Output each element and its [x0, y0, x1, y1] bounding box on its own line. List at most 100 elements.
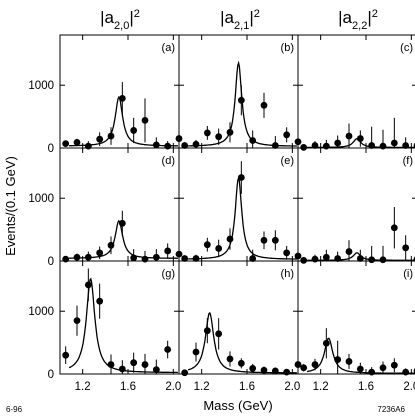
data-point: [322, 253, 330, 261]
panel-frame: [297, 147, 415, 262]
column-title-2: |a2,1|2: [220, 8, 260, 32]
y-tick-label: 1000: [28, 193, 54, 205]
title-superscript: 2: [134, 8, 140, 20]
panel-frame: [297, 260, 415, 375]
x-tick-label: 2.0: [403, 381, 415, 393]
data-point: [215, 245, 223, 252]
column-title-1: |a2,0|2: [100, 8, 140, 32]
y-axis-label: Events/(0.1 GeV): [3, 156, 18, 256]
panel-label: (g): [162, 268, 175, 280]
x-tick-label: 1.2: [313, 381, 329, 393]
panel-label: (a): [162, 42, 175, 54]
data-point: [107, 132, 115, 140]
data-point: [390, 361, 398, 369]
panel-i: (i) 1.2 1.6 2.0: [297, 260, 415, 393]
x-tick-label: 1.6: [120, 381, 136, 393]
data-point: [215, 133, 223, 141]
data-point: [181, 142, 189, 149]
panel-h: (h) 1.2 1.6 2.0: [178, 260, 302, 393]
data-point: [181, 369, 189, 377]
data-point: [215, 330, 223, 338]
data-point: [237, 96, 245, 104]
y-tick-label: 0: [48, 369, 54, 381]
data-point: [118, 95, 126, 102]
data-point: [152, 141, 160, 149]
data-point: [260, 101, 268, 109]
data-point: [164, 346, 172, 353]
data-point: [118, 365, 126, 373]
x-tick-label: 1.2: [194, 381, 210, 393]
data-point: [203, 327, 211, 335]
fit-curve: [69, 96, 178, 147]
data-point: [300, 143, 308, 151]
panel-c: (c): [297, 34, 415, 151]
data-point: [84, 281, 92, 289]
data-point: [260, 236, 268, 244]
data-point: [379, 364, 387, 372]
title-base: |a: [220, 8, 234, 27]
data-point: [368, 256, 376, 264]
y-tick-label: 1000: [28, 306, 54, 318]
title-superscript: 2: [372, 8, 378, 20]
data-point: [130, 127, 138, 134]
footer-left-code: 6-96: [6, 405, 23, 414]
title-bar: |: [129, 8, 133, 27]
data-point: [107, 241, 115, 249]
y-tick-label: 1000: [28, 80, 54, 92]
data-point: [96, 249, 104, 257]
data-point: [300, 256, 308, 264]
data-point: [107, 361, 115, 368]
data-point: [311, 142, 319, 149]
data-point: [141, 361, 149, 368]
data-point: [345, 248, 353, 255]
data-point: [152, 366, 160, 374]
x-tick-label: 2.0: [284, 381, 300, 393]
data-point: [402, 142, 410, 149]
data-point: [283, 249, 291, 257]
panel-a: (a) 0 1000: [28, 34, 183, 155]
panel-label: (d): [162, 155, 175, 167]
data-point: [237, 174, 245, 181]
fit-curve: [307, 337, 415, 374]
data-point: [130, 359, 138, 367]
title-subscript: 2,2: [352, 20, 367, 32]
panels-layer: (a) 0 1000 (b) (c) (d) 0 1000 (e) (f) (g) 0 1000 1.2 1…: [28, 34, 415, 393]
y-tick-label: 0: [48, 256, 54, 268]
data-point: [62, 140, 70, 148]
data-point: [356, 135, 364, 142]
data-point: [249, 364, 257, 372]
panel-label: (f): [403, 155, 413, 167]
data-point: [368, 368, 376, 376]
panel-f: (f): [297, 147, 415, 264]
panel-label: (b): [281, 42, 294, 54]
panel-label: (h): [281, 268, 294, 280]
panel-d: (d) 0 1000: [28, 147, 183, 268]
fit-curve: [188, 175, 297, 260]
data-point: [181, 255, 189, 262]
data-point: [118, 219, 126, 227]
data-point: [62, 351, 70, 359]
data-point: [73, 253, 81, 261]
data-point: [192, 348, 200, 356]
data-point: [271, 367, 279, 375]
panel-b: (b): [178, 34, 302, 149]
title-bar: |: [249, 8, 253, 27]
panel-label: (e): [281, 155, 294, 167]
data-point: [260, 366, 268, 374]
x-tick-label: 1.6: [358, 381, 374, 393]
data-point: [271, 236, 279, 244]
data-point: [192, 140, 200, 148]
data-point: [300, 364, 308, 372]
footer-right-code: 7236A6: [377, 405, 405, 414]
fit-curve: [188, 60, 297, 147]
data-point: [249, 255, 257, 262]
title-subscript: 2,1: [234, 20, 249, 32]
data-point: [152, 253, 160, 261]
title-bar: |: [367, 8, 371, 27]
data-point: [345, 132, 353, 140]
data-point: [402, 368, 410, 376]
data-point: [402, 244, 410, 252]
data-point: [73, 138, 81, 146]
data-point: [226, 355, 234, 363]
title-base: |a: [338, 8, 352, 27]
